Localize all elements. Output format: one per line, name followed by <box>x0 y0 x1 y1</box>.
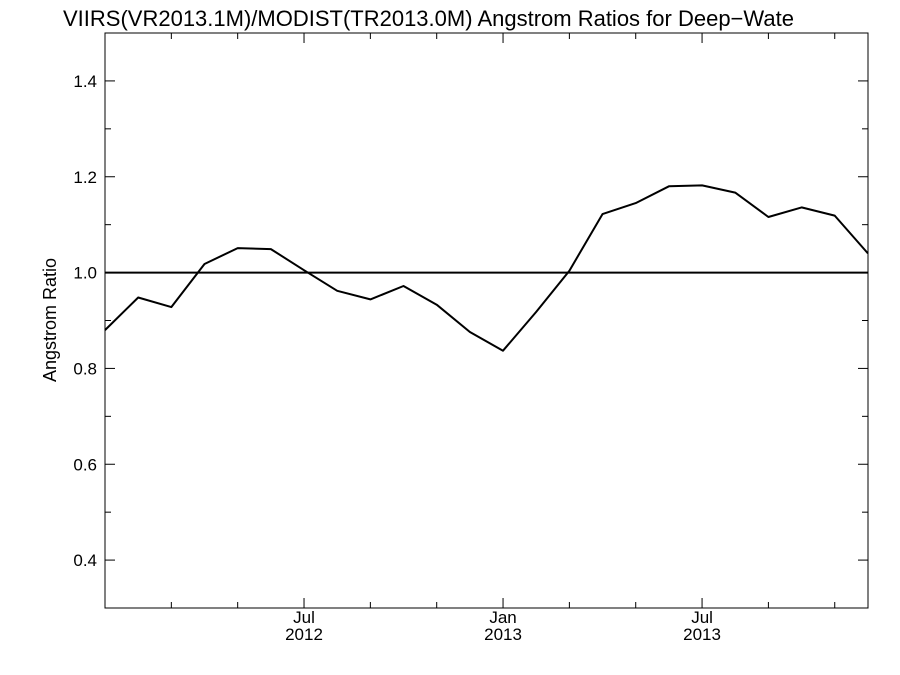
plot-area-border <box>104 32 869 609</box>
y-tick-labels: 0.4 0.6 0.8 1.0 1.2 1.4 <box>73 72 97 570</box>
x-tick-label-month: Jul <box>293 608 315 627</box>
series-line <box>104 184 869 352</box>
y-tick-label: 1.2 <box>73 168 97 187</box>
y-tick-label: 1.4 <box>73 72 97 91</box>
y-tick-label: 1.0 <box>73 264 97 283</box>
y-tick-label: 0.8 <box>73 359 97 378</box>
x-tick-label-month: Jul <box>691 608 713 627</box>
x-tick-label-year: 2013 <box>683 625 721 644</box>
x-tick-label-year: 2013 <box>484 625 522 644</box>
y-tick-label: 0.6 <box>73 455 97 474</box>
x-tick-label-year: 2012 <box>285 625 323 644</box>
y-tick-label: 0.4 <box>73 551 97 570</box>
chart-title: VIIRS(VR2013.1M)/MODIST(TR2013.0M) Angst… <box>63 6 794 31</box>
plot-frame <box>104 32 869 609</box>
axis-ticks <box>105 33 868 608</box>
y-axis-label: Angstrom Ratio <box>40 258 60 382</box>
series-group <box>104 184 869 352</box>
x-tick-label-month: Jan <box>489 608 516 627</box>
